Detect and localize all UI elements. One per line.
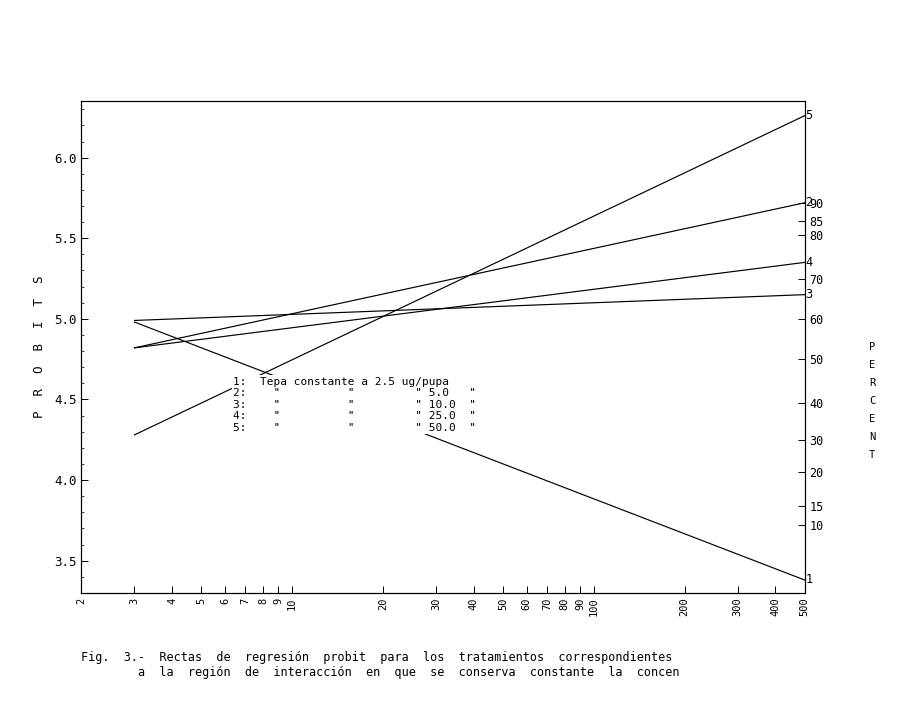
- Text: N: N: [869, 432, 874, 442]
- Text: R: R: [869, 378, 874, 388]
- Text: 4: 4: [805, 256, 812, 269]
- Text: T: T: [869, 450, 874, 461]
- Text: E: E: [869, 360, 874, 370]
- Text: Fig.  3.-  Rectas  de  regresión  probit  para  los  tratamientos  correspondien: Fig. 3.- Rectas de regresión probit para…: [81, 651, 679, 679]
- Text: 3: 3: [805, 288, 812, 301]
- Y-axis label: P  R  O  B  I  T  S: P R O B I T S: [33, 275, 46, 419]
- Text: E: E: [869, 414, 874, 424]
- Text: C: C: [869, 396, 874, 406]
- Text: 1:  Tepa constante a 2.5 ug/pupa
2:    "          "         " 5.0   "
3:    "   : 1: Tepa constante a 2.5 ug/pupa 2: " " "…: [233, 377, 476, 433]
- Text: 5: 5: [805, 109, 812, 122]
- Text: 1: 1: [805, 573, 812, 586]
- Text: P: P: [869, 342, 874, 352]
- Text: 2: 2: [805, 196, 812, 209]
